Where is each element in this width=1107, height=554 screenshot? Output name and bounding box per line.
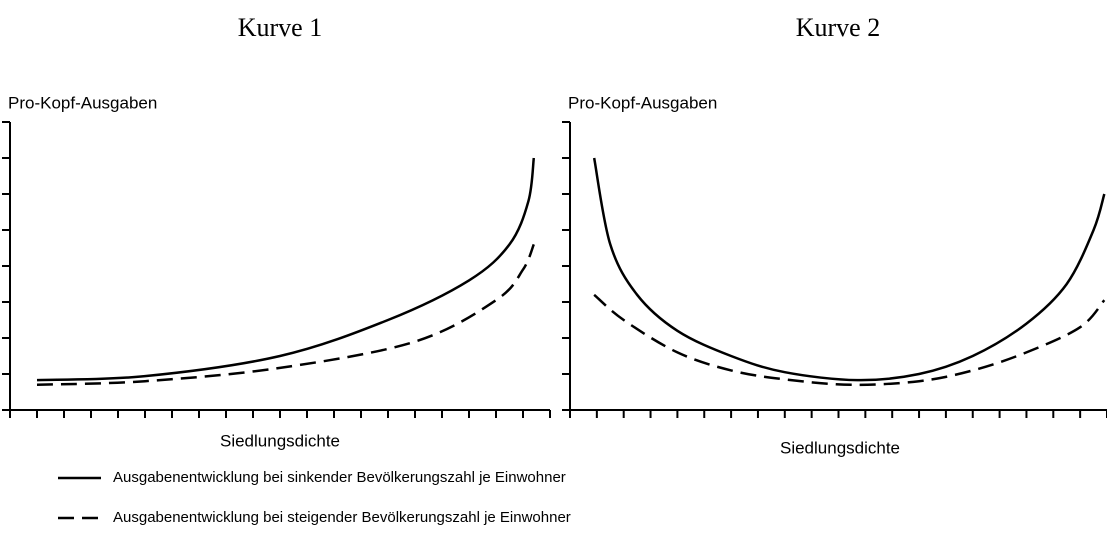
series-line [36,157,536,382]
chart-title: Kurve 1 [238,13,322,42]
chart-title: Kurve 2 [796,13,880,42]
x-axis-label: Siedlungsdichte [780,438,900,457]
series-line [593,293,1106,387]
legend-label: Ausgabenentwicklung bei sinkender Bevölk… [113,469,566,486]
legend-label: Ausgabenentwicklung bei steigender Bevöl… [113,509,571,526]
y-axis-label: Pro-Kopf-Ausgaben [568,93,717,112]
y-axis-label: Pro-Kopf-Ausgaben [8,93,157,112]
series-line [36,243,535,387]
x-axis-label: Siedlungsdichte [220,431,340,450]
series-line [592,157,1106,382]
